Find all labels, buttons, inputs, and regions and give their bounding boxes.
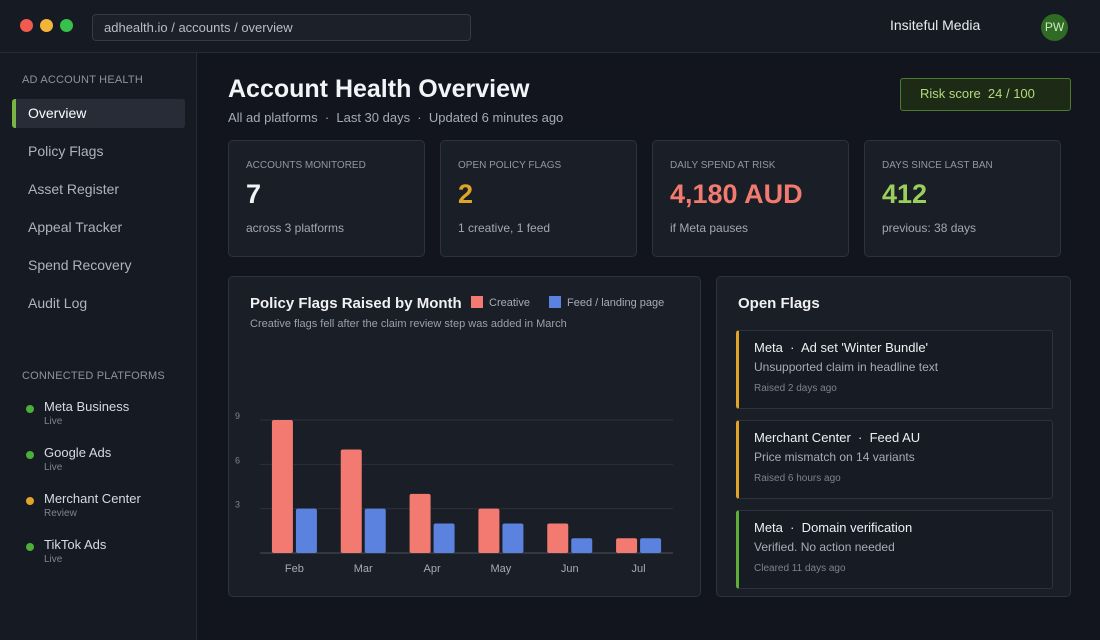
bar-creative-mar [340,449,362,553]
platform-status: Review [44,508,77,519]
stat-label: OPEN POLICY FLAGS [458,160,562,171]
flag-item[interactable]: Merchant Center · Feed AU Price mismatch… [736,420,1053,499]
bar-feed-may [502,523,524,553]
stat-label: DAILY SPEND AT RISK [670,160,776,171]
open-flags-title: Open Flags [738,295,820,312]
address-bar[interactable]: adhealth.io / accounts / overview [92,14,471,41]
sidebar-item-appeal-tracker[interactable]: Appeal Tracker [28,219,123,235]
y-tick-label: 6 [235,455,240,465]
stat-subtext: 1 creative, 1 feed [458,221,551,235]
status-dot-icon [26,543,34,551]
x-tick-label: Feb [285,563,304,575]
stat-card-open-policy-flags: OPEN POLICY FLAGS 2 1 creative, 1 feed [440,140,637,257]
maximize-window-button[interactable] [60,19,73,32]
flag-item[interactable]: Meta · Ad set 'Winter Bundle' Unsupporte… [736,330,1053,409]
stat-card-days-since-last-ban: DAYS SINCE LAST BAN 412 previous: 38 day… [864,140,1061,257]
title-bar: adhealth.io / accounts / overview Insite… [0,0,1100,53]
flag-description: Unsupported claim in headline text [754,360,939,374]
platform-status: Live [44,554,63,565]
policy-flags-chart-panel: Policy Flags Raised by Month Creative Fe… [228,276,701,597]
bar-creative-may [478,508,500,553]
sidebar-item-spend-recovery[interactable]: Spend Recovery [28,257,132,273]
bar-feed-mar [364,508,386,553]
flag-title: Meta · Domain verification [754,520,913,535]
x-tick-label: Jun [561,563,579,575]
legend-item-creative[interactable]: Creative [471,296,530,309]
bar-creative-apr [409,493,431,553]
sidebar-item-policy-flags[interactable]: Policy Flags [28,143,104,159]
sidebar-item-asset-register[interactable]: Asset Register [28,181,120,197]
flag-item[interactable]: Meta · Domain verification Verified. No … [736,510,1053,589]
stat-value: 4,180 AUD [670,179,803,209]
bar-feed-jun [571,538,593,553]
page-title: Account Health Overview [228,75,530,103]
platform-status: Live [44,462,63,473]
page-subtitle: All ad platforms · Last 30 days · Update… [228,110,564,125]
bar-feed-feb [295,508,317,553]
flag-description: Verified. No action needed [754,540,895,554]
platform-name: TikTok Ads [44,537,107,552]
platform-google-ads[interactable]: Google Ads Live [22,445,192,479]
x-tick-label: Mar [354,563,373,575]
stat-label: ACCOUNTS MONITORED [246,160,366,171]
open-flags-panel: Open Flags Meta · Ad set 'Winter Bundle'… [716,276,1071,597]
flag-timestamp: Raised 2 days ago [754,383,837,394]
sidebar-section-title: AD ACCOUNT HEALTH [22,74,143,86]
minimize-window-button[interactable] [40,19,53,32]
risk-score-badge[interactable]: Risk score 24 / 100 [900,78,1071,111]
legend-label: Creative [489,297,530,309]
bar-feed-jul [640,538,662,553]
bar-creative-feb [271,420,293,553]
stat-card-accounts-monitored: ACCOUNTS MONITORED 7 across 3 platforms [228,140,425,257]
x-tick-label: Jul [632,563,646,575]
platform-meta-business[interactable]: Meta Business Live [22,399,192,433]
x-tick-label: May [491,563,512,575]
sidebar-item-audit-log[interactable]: Audit Log [28,295,88,311]
stat-value: 412 [882,179,928,209]
user-avatar[interactable]: PW [1041,14,1068,41]
legend-label: Feed / landing page [567,297,665,309]
organization-name[interactable]: Insiteful Media [890,17,981,33]
y-tick-label: 9 [235,411,240,421]
platform-name: Meta Business [44,399,130,414]
bar-creative-jul [616,538,638,553]
sidebar: AD ACCOUNT HEALTH Overview Policy Flags … [0,53,197,640]
stat-value: 7 [246,179,262,209]
sidebar-item-overview[interactable]: Overview [12,99,185,128]
platform-name: Merchant Center [44,491,141,506]
flag-timestamp: Cleared 11 days ago [754,563,846,574]
legend-swatch-icon [549,296,561,308]
stat-label: DAYS SINCE LAST BAN [882,160,993,171]
stat-card-daily-spend-at-risk: DAILY SPEND AT RISK 4,180 AUD if Meta pa… [652,140,849,257]
stat-subtext: if Meta pauses [670,221,749,235]
chart-subtitle: Creative flags fell after the claim revi… [250,318,567,330]
platforms-section-title: CONNECTED PLATFORMS [22,370,165,382]
platform-status: Live [44,416,63,427]
platform-name: Google Ads [44,445,112,460]
platform-tiktok-ads[interactable]: TikTok Ads Live [22,537,192,571]
bar-feed-apr [433,523,455,553]
stat-value: 2 [458,179,474,209]
flag-title: Merchant Center · Feed AU [754,430,921,445]
bar-chart: 3 6 9 Feb Mar Apr May Jun Jul [235,411,673,575]
status-dot-icon [26,451,34,459]
stat-subtext: previous: 38 days [882,221,977,235]
flag-timestamp: Raised 6 hours ago [754,473,841,484]
flag-title: Meta · Ad set 'Winter Bundle' [754,340,929,355]
flag-description: Price mismatch on 14 variants [754,450,915,464]
legend-swatch-icon [471,296,483,308]
close-window-button[interactable] [20,19,33,32]
legend-item-feed[interactable]: Feed / landing page [549,296,664,309]
x-tick-label: Apr [424,563,441,575]
chart-title: Policy Flags Raised by Month [250,295,462,312]
platform-merchant-center[interactable]: Merchant Center Review [22,491,192,525]
stat-subtext: across 3 platforms [246,221,345,235]
y-tick-label: 3 [235,500,240,510]
status-dot-icon [26,405,34,413]
status-dot-icon [26,497,34,505]
bar-creative-jun [547,523,569,553]
